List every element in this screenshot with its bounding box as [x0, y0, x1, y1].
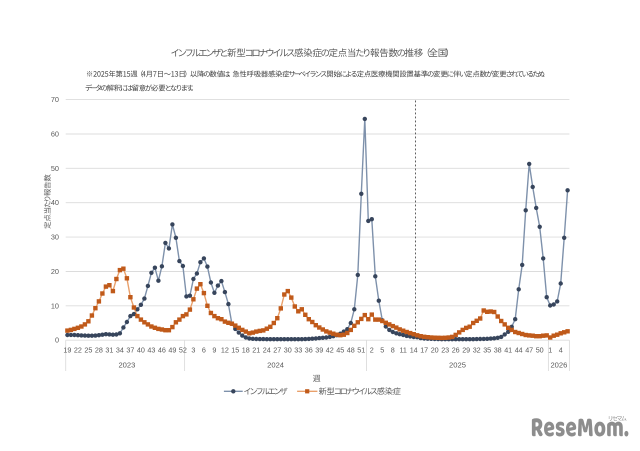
- svg-text:37: 37: [126, 346, 134, 355]
- svg-text:22: 22: [74, 346, 82, 355]
- svg-text:46: 46: [158, 346, 166, 355]
- svg-text:5: 5: [380, 346, 384, 355]
- svg-text:50: 50: [51, 164, 59, 173]
- svg-text:30: 30: [284, 346, 292, 355]
- svg-text:36: 36: [305, 346, 313, 355]
- svg-text:44: 44: [515, 346, 523, 355]
- svg-text:40: 40: [51, 198, 59, 207]
- svg-text:14: 14: [410, 346, 418, 355]
- svg-text:33: 33: [294, 346, 302, 355]
- svg-text:12: 12: [221, 346, 229, 355]
- svg-text:41: 41: [504, 346, 512, 355]
- svg-text:39: 39: [315, 346, 323, 355]
- svg-text:45: 45: [336, 346, 344, 355]
- svg-text:40: 40: [137, 346, 145, 355]
- svg-text:35: 35: [483, 346, 491, 355]
- svg-text:28: 28: [95, 346, 103, 355]
- svg-text:32: 32: [473, 346, 481, 355]
- svg-text:60: 60: [51, 130, 59, 139]
- svg-text:29: 29: [462, 346, 470, 355]
- svg-text:52: 52: [179, 346, 187, 355]
- svg-text:31: 31: [105, 346, 113, 355]
- svg-text:8: 8: [391, 346, 395, 355]
- svg-text:15: 15: [231, 346, 239, 355]
- svg-text:20: 20: [431, 346, 439, 355]
- svg-text:47: 47: [525, 346, 533, 355]
- svg-text:21: 21: [252, 346, 260, 355]
- svg-text:1: 1: [548, 346, 552, 355]
- svg-text:50: 50: [536, 346, 544, 355]
- svg-text:2: 2: [370, 346, 374, 355]
- svg-text:27: 27: [273, 346, 281, 355]
- svg-text:30: 30: [51, 233, 59, 242]
- svg-text:49: 49: [168, 346, 176, 355]
- svg-text:18: 18: [242, 346, 250, 355]
- svg-text:42: 42: [326, 346, 334, 355]
- svg-text:23: 23: [441, 346, 449, 355]
- svg-text:0: 0: [55, 336, 59, 345]
- svg-text:38: 38: [494, 346, 502, 355]
- svg-text:51: 51: [357, 346, 365, 355]
- svg-text:24: 24: [263, 346, 271, 355]
- svg-text:9: 9: [212, 346, 216, 355]
- svg-text:10: 10: [51, 301, 59, 310]
- svg-text:17: 17: [420, 346, 428, 355]
- svg-text:19: 19: [63, 346, 71, 355]
- svg-text:34: 34: [116, 346, 124, 355]
- svg-text:2023: 2023: [118, 361, 135, 370]
- svg-text:2024: 2024: [267, 361, 284, 370]
- svg-text:25: 25: [84, 346, 92, 355]
- svg-text:26: 26: [452, 346, 460, 355]
- svg-text:6: 6: [202, 346, 206, 355]
- svg-text:11: 11: [399, 346, 406, 355]
- svg-text:20: 20: [51, 267, 59, 276]
- svg-text:3: 3: [191, 346, 195, 355]
- svg-text:4: 4: [559, 346, 563, 355]
- svg-text:2025: 2025: [449, 361, 466, 370]
- svg-text:70: 70: [51, 95, 59, 104]
- svg-text:48: 48: [347, 346, 355, 355]
- svg-text:2026: 2026: [550, 361, 567, 370]
- svg-text:43: 43: [147, 346, 155, 355]
